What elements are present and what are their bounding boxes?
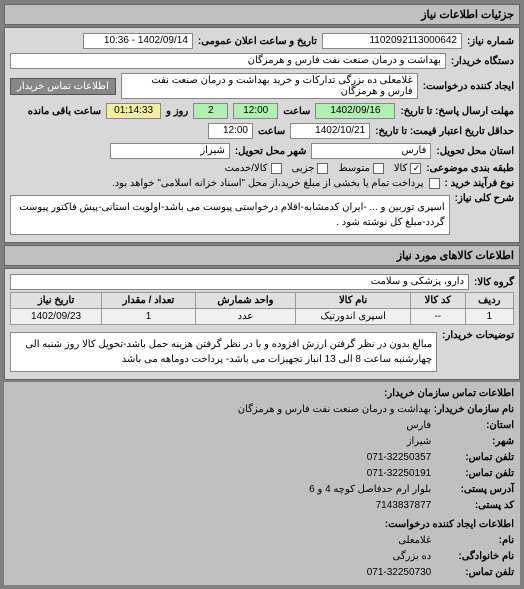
table-cell: عدد (195, 309, 295, 325)
table-header: تعداد / مقدار (102, 293, 196, 309)
city-value: شیراز (110, 143, 230, 159)
f-fax-value: 071-32250191 (367, 468, 432, 479)
cb-goods[interactable] (410, 163, 421, 174)
remain-value: 01:14:33 (106, 103, 161, 119)
table-cell: اسپری اندورتیک (296, 309, 411, 325)
days-value: 2 (193, 103, 228, 119)
f-phone2-value: 071-32250730 (367, 567, 432, 578)
table-row: 1--اسپری اندورتیکعدد11402/09/23 (11, 309, 514, 325)
footer-section1: اطلاعات تماس سازمان خریدار: (10, 386, 514, 402)
contact-button[interactable]: اطلاعات تماس خریدار (10, 78, 116, 95)
f-phone-label: تلفن تماس: (434, 450, 514, 466)
f-org-value: بهداشت و درمان صنعت نفت فارس و هرمزگان (238, 404, 431, 415)
table-header: نام کالا (296, 293, 411, 309)
opt-partial: جزیی (292, 163, 315, 174)
table-header: ردیف (465, 293, 513, 309)
creator-value: غلامعلی ده بزرگی تدارکات و خرید بهداشت و… (121, 73, 418, 99)
notes-value: مبالغ بدون در نظر گرفتن ارزش افزوده و با… (10, 332, 437, 372)
creator-label: ایجاد کننده درخواست: (423, 81, 514, 92)
f-name-value: غلامعلی (398, 535, 431, 546)
footer-section2: اطلاعات ایجاد کننده درخواست: (10, 517, 514, 533)
f-addr-value: بلوار ارم حدفاصل کوچه 4 و 6 (309, 484, 431, 495)
opt-single: کالا/خدمت (225, 163, 268, 174)
opt-medium: متوسط (338, 163, 369, 174)
table-header: تاریخ نیاز (11, 293, 102, 309)
f-fax-label: تلفن تماس: (434, 466, 514, 482)
f-postal-value: 7143837877 (376, 500, 432, 511)
goods-table: ردیفکد کالانام کالاواحد شمارشتعداد / مقد… (10, 292, 514, 325)
table-header: واحد شمارش (195, 293, 295, 309)
general-label: شرح کلی نیاز: (455, 193, 514, 204)
req-number-value: 1102092113000642 (322, 33, 462, 49)
f-addr-label: آدرس پستی: (434, 482, 514, 498)
cb-medium[interactable] (373, 163, 384, 174)
table-header: کد کالا (411, 293, 465, 309)
general-desc: اسپری توربین و ... -ایران کد‌مشابه-اقلام… (10, 195, 450, 235)
cb-single[interactable] (271, 163, 282, 174)
goods-header: اطلاعات کالاهای مورد نیاز (4, 245, 520, 266)
footer-panel: اطلاعات تماس سازمان خریدار: نام سازمان خ… (4, 382, 520, 585)
f-city-label: شهر: (434, 434, 514, 450)
validity-time: 12:00 (208, 123, 253, 139)
deadline-send-label: مهلت ارسال پاسخ: تا تاریخ: (400, 106, 514, 117)
group-label: گروه کالا: (474, 277, 514, 288)
pack-label: طبقه بندی موضوعی: (426, 163, 514, 174)
f-lastname-label: نام خانوادگی: (434, 549, 514, 565)
f-phone-value: 071-32250357 (367, 452, 432, 463)
time-label-1: ساعت (283, 106, 310, 117)
f-prov-value: فارس (406, 420, 431, 431)
f-lastname-value: ده بزرگی (393, 551, 432, 562)
details-panel: شماره نیاز: 1102092113000642 تاریخ و ساع… (4, 27, 520, 243)
deadline-time: 12:00 (233, 103, 278, 119)
pack-options: کالا متوسط جزیی کالا/خدمت (225, 163, 422, 174)
city-label: شهر محل تحویل: (235, 146, 307, 157)
group-value: دارو، پزشکی و سلامت (10, 274, 469, 290)
process-note: پرداخت تمام یا بخشی از مبلغ خرید،از محل … (112, 178, 424, 189)
table-cell: 1402/09/23 (11, 309, 102, 325)
days-label: روز و (166, 106, 188, 117)
f-prov-label: استان: (434, 418, 514, 434)
announce-value: 1402/09/14 - 10:36 (83, 33, 193, 49)
buyer-label: دستگاه خریدار: (451, 56, 514, 67)
buyer-value: بهداشت و درمان صنعت نفت فارس و هرمزگان (10, 53, 446, 69)
page-header: جزئیات اطلاعات نیاز (4, 4, 520, 25)
remain-label: ساعت باقی مانده (28, 106, 101, 117)
req-number-label: شماره نیاز: (467, 36, 514, 47)
time-label-2: ساعت (258, 126, 285, 137)
cb-partial[interactable] (317, 163, 328, 174)
table-cell: -- (411, 309, 465, 325)
validity-date: 1402/10/21 (290, 123, 370, 139)
notes-label: توضیحات خریدار: (442, 330, 514, 341)
deadline-date: 1402/09/16 (315, 103, 395, 119)
table-cell: 1 (102, 309, 196, 325)
goods-panel: گروه کالا: دارو، پزشکی و سلامت ردیفکد کا… (4, 268, 520, 380)
validity-label: حداقل تاریخ اعتبار قیمت: تا تاریخ: (375, 126, 514, 137)
process-label: نوع فرآیند خرید : (445, 178, 514, 189)
table-cell: 1 (465, 309, 513, 325)
announce-label: تاریخ و ساعت اعلان عمومی: (198, 36, 317, 47)
province-value: فارس (311, 143, 431, 159)
f-postal-label: کد پستی: (434, 498, 514, 514)
opt-goods: کالا (394, 163, 408, 174)
f-org-label: نام سازمان خریدار: (434, 402, 514, 418)
cb-process[interactable] (429, 178, 440, 189)
f-city-value: شیراز (407, 436, 432, 447)
province-label: استان محل تحویل: (436, 146, 514, 157)
f-phone2-label: تلفن تماس: (434, 565, 514, 581)
f-name-label: نام: (434, 533, 514, 549)
